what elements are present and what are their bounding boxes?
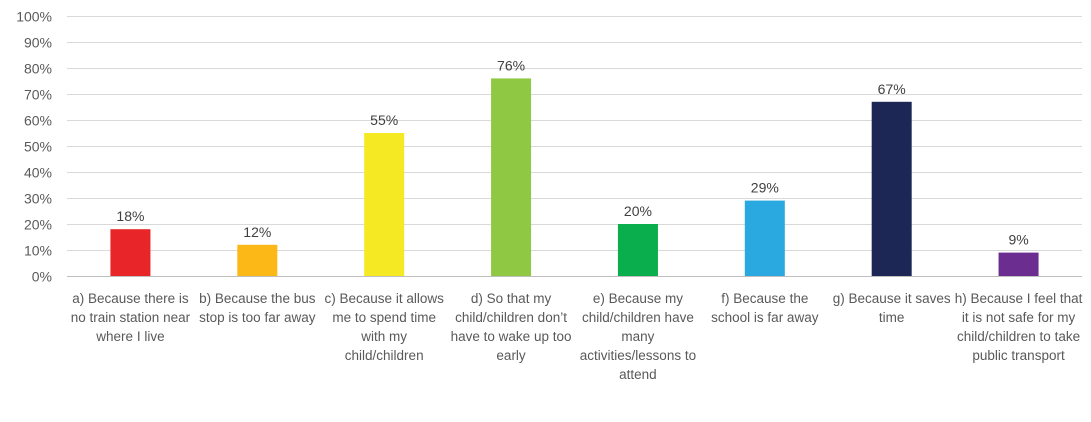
x-tick-label: g) Because it saves time: [832, 291, 951, 325]
x-tick-label: h) Because I feel that it is not safe fo…: [954, 291, 1083, 363]
data-label: 67%: [878, 81, 906, 97]
bar: [998, 252, 1039, 276]
y-tick-label: 90%: [24, 35, 52, 51]
bar: [871, 101, 912, 276]
bar: [744, 200, 785, 276]
data-label: 18%: [116, 208, 144, 224]
y-tick-label: 70%: [24, 87, 52, 103]
data-label: 12%: [243, 224, 271, 240]
x-tick-label: b) Because the bus stop is too far away: [199, 291, 316, 325]
bar: [237, 244, 278, 276]
y-tick-label: 40%: [24, 165, 52, 181]
y-tick-label: 60%: [24, 113, 52, 129]
x-tick-label: a) Because there is no train station nea…: [70, 291, 191, 344]
bar: [364, 133, 405, 276]
bar: [491, 78, 532, 277]
y-tick-label: 50%: [24, 139, 52, 155]
bar: [617, 224, 658, 276]
y-tick-label: 20%: [24, 217, 52, 233]
x-tick-label: e) Because my child/children have many a…: [579, 291, 697, 382]
data-label: 9%: [1008, 232, 1028, 248]
data-label: 76%: [497, 57, 525, 73]
data-label: 29%: [751, 180, 779, 196]
y-tick-label: 0%: [32, 269, 52, 285]
y-tick-label: 30%: [24, 191, 52, 207]
data-label: 55%: [370, 112, 398, 128]
x-tick-label: d) So that my child/children don’t have …: [450, 291, 572, 363]
data-label: 20%: [624, 203, 652, 219]
x-tick-label: f) Because the school is far away: [711, 291, 819, 325]
y-tick-label: 100%: [16, 9, 52, 25]
x-tick-label: c) Because it allows me to spend time wi…: [324, 291, 444, 363]
bar-chart: 0% 10% 20% 30% 40% 50% 60% 70% 80% 90% 100% 18% 12% 5…: [16, 9, 1082, 285]
bar: [110, 229, 151, 276]
y-tick-label: 80%: [24, 61, 52, 77]
y-tick-label: 10%: [24, 243, 52, 259]
